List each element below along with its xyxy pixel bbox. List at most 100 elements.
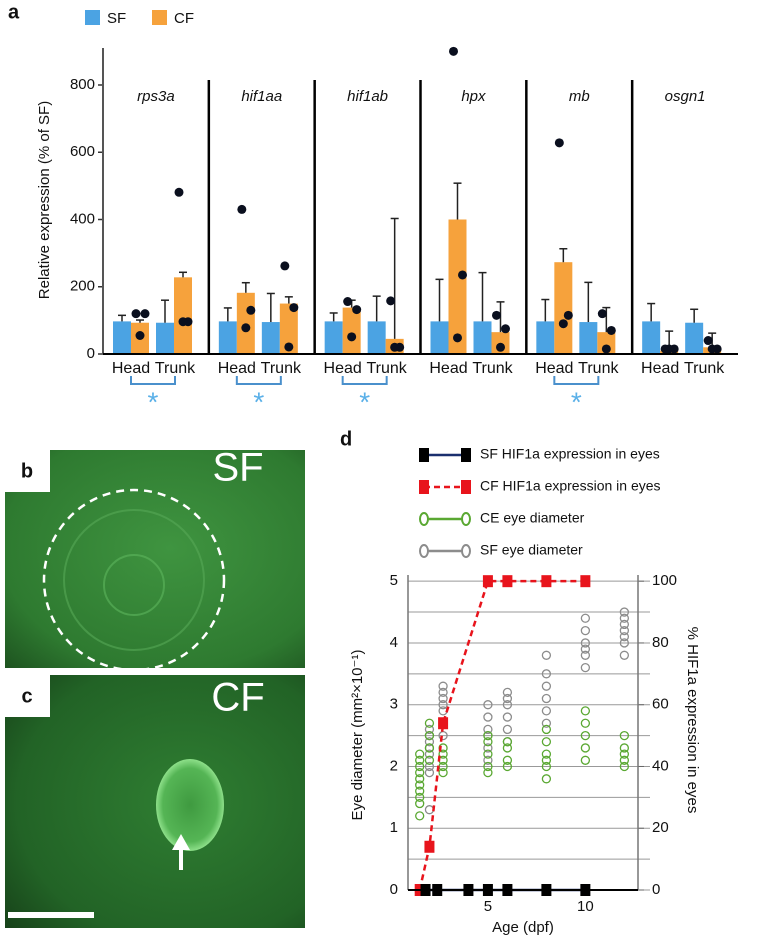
data-point [483,730,493,741]
data-point [483,737,493,747]
data-point [619,650,630,660]
legend-marker [419,544,429,558]
data-point [438,693,448,704]
data-point [415,798,425,809]
y-axis-title: Eye diameter (mm²×10⁻¹) [349,650,366,821]
y2-tick-label: 60 [652,696,669,713]
panel-label: c [21,685,32,707]
data-point [541,774,552,784]
x-tick-label: Head [641,360,679,377]
data-point [541,706,552,716]
data-point [619,743,630,753]
legend-label: CF [174,10,194,27]
bar [324,321,343,354]
panel-label: d [340,428,352,450]
data-point [483,755,493,765]
data-point [541,749,552,759]
data-point [501,324,510,334]
image-background [5,675,305,928]
data-point [284,342,294,352]
data-point [502,700,513,710]
eye-outline [63,509,205,651]
lens [156,759,224,851]
data-point [424,743,435,753]
legend-label: CE eye diameter [480,510,585,526]
data-point [352,305,362,315]
bar [430,321,449,354]
label-box [5,675,50,717]
data-point [541,737,552,747]
data-point [415,767,425,778]
legend-marker [419,512,429,526]
data-point [601,344,611,354]
bar [685,322,704,354]
x-tick-label: Head [218,360,256,377]
data-point [554,138,564,148]
data-point [580,638,591,648]
data-point [580,625,591,636]
legend-marker [461,512,471,526]
data-point [502,737,513,747]
y2-tick-label: 20 [652,819,669,836]
y-tick-label: 4 [390,634,398,651]
data-point [606,325,616,335]
x-tick-label: Trunk [155,360,196,377]
group-label: hif1ab [347,88,388,105]
data-point [483,700,493,710]
data-point [541,724,552,735]
y2-tick-label: 80 [652,634,669,651]
data-point [502,575,513,588]
data-point [541,761,552,772]
micrograph: c CF [5,675,305,928]
data-point [541,693,552,704]
micrograph: b SF [5,446,305,672]
data-point [424,730,435,741]
x-tick-label: Trunk [684,360,725,377]
data-point [386,296,396,306]
significance-bracket [235,376,282,385]
data-point [502,693,513,704]
image-label: CF [211,676,264,720]
significance-label: * [571,386,582,417]
bar [174,277,192,354]
data-point [619,607,630,617]
data-point [558,319,568,329]
data-point [343,297,353,307]
significance-bracket [341,376,388,385]
data-point [707,344,717,354]
image-background [5,450,305,668]
data-point [424,805,435,815]
y-tick-label: 0 [390,881,398,898]
data-point [483,767,493,778]
data-point [424,749,435,759]
y-tick-label: 600 [70,143,95,160]
data-point [580,718,591,728]
legend-marker [461,448,471,462]
data-point [597,309,607,319]
data-point [241,323,251,333]
group-label: osgn1 [665,88,706,105]
group-label: hpx [461,88,486,105]
data-point [289,303,299,313]
bar [342,307,361,354]
data-point [492,310,501,320]
data-point [483,761,493,772]
data-point [415,761,425,772]
data-point [541,650,552,660]
x-tick-label: 10 [577,898,594,915]
data-point [580,662,591,673]
data-point [703,336,713,346]
significance-label: * [148,386,159,417]
data-point [131,309,141,319]
significance-bracket [553,376,600,385]
data-point [449,46,458,56]
data-point [580,743,591,753]
lens-outline [103,554,165,616]
y-tick-label: 400 [70,210,95,227]
data-point [438,687,448,698]
x-tick-label: Head [429,360,467,377]
data-point [424,755,435,765]
data-point [237,204,247,214]
y2-tick-label: 0 [652,881,660,898]
